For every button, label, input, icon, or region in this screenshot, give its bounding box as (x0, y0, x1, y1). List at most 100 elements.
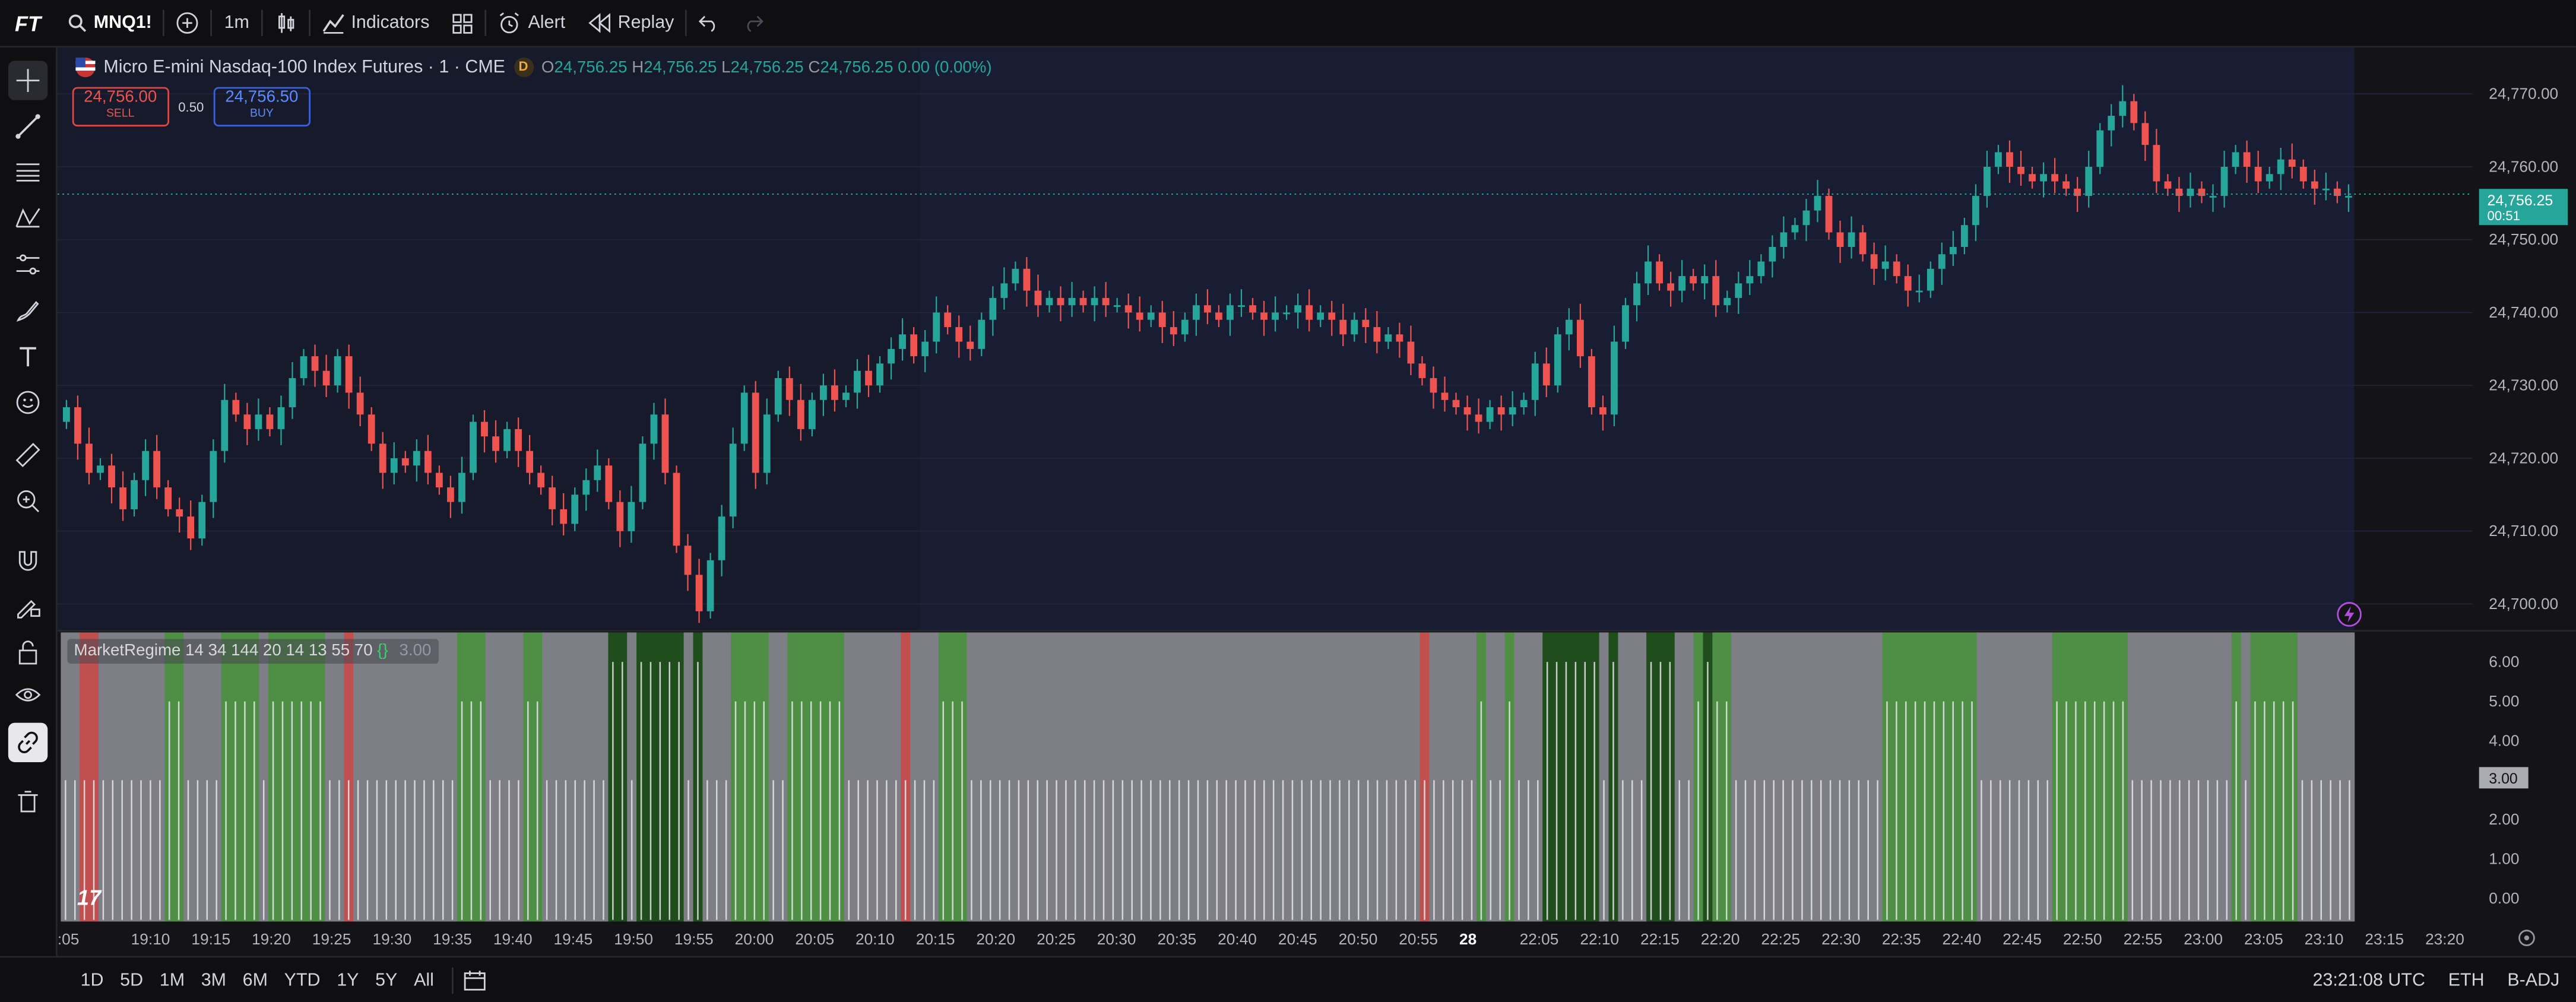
replay-button[interactable]: Replay (576, 0, 685, 46)
data-delay-badge[interactable]: D (513, 57, 534, 78)
candle-body (2288, 159, 2296, 167)
regime-segment (844, 632, 902, 922)
zoom-tool[interactable] (8, 481, 47, 521)
regime-segment (1599, 632, 1609, 922)
last-price-badge-bg (2479, 189, 2568, 226)
time-tick-label: 19:35 (433, 930, 472, 948)
trash-tool[interactable] (8, 782, 47, 821)
candle-body (729, 443, 737, 517)
range-5y[interactable]: 5Y (375, 971, 398, 991)
candle-body (560, 509, 568, 524)
range-1m[interactable]: 1M (159, 971, 185, 991)
pattern-tool[interactable] (8, 199, 47, 238)
interval-button[interactable]: 1m (224, 13, 249, 33)
candle-body (673, 473, 680, 546)
regime-segment (1420, 632, 1430, 922)
drawing-toolbar (0, 47, 58, 956)
text-tool[interactable] (8, 337, 47, 376)
undo-button[interactable] (687, 0, 732, 46)
candle-body (1249, 305, 1256, 313)
candle-body (1588, 356, 1595, 408)
lock-draw-tool[interactable] (8, 586, 47, 626)
chart-canvas[interactable]: 24,770.00 24,760.00 24,750.00 24,740.00 24,7… (57, 47, 2576, 956)
candle-body (1769, 247, 1776, 262)
utc-clock[interactable]: 23:21:08 UTC (2312, 971, 2425, 991)
candle-body (1791, 225, 1799, 233)
candle-body (876, 363, 883, 386)
symbol-search[interactable]: MNQ1! (56, 0, 163, 46)
indicators-button[interactable]: Indicators (310, 0, 441, 46)
trendline-tool[interactable] (8, 107, 47, 146)
candle-body (322, 370, 330, 386)
candle-body (1452, 399, 1460, 408)
sell-button[interactable]: 24,756.00 SELL (72, 87, 169, 127)
tradingview-logo[interactable]: 17 (77, 885, 102, 911)
brush-tool[interactable] (8, 291, 47, 330)
templates-button[interactable] (441, 0, 486, 46)
candle-body (1384, 334, 1392, 342)
trade-panel: 24,756.00 SELL 0.50 24,756.50 BUY (72, 87, 310, 127)
regime-segment (2052, 632, 2128, 922)
buy-button[interactable]: 24,756.50 BUY (213, 87, 310, 127)
indicator-tick-label: 6.00 (2489, 652, 2519, 670)
app-logo[interactable]: FT (15, 10, 42, 36)
chart-type-button[interactable] (262, 0, 308, 46)
candle-body (1158, 312, 1166, 328)
chart-area[interactable]: 24,770.00 24,760.00 24,750.00 24,740.00 24,7… (57, 47, 2576, 956)
calendar-icon[interactable] (464, 969, 487, 993)
bottom-toolbar: 1D 5D 1M 3M 6M YTD 1Y 5Y All 23:21:08 UT… (0, 956, 2576, 1002)
price-axis[interactable]: 24,770.00 24,760.00 24,750.00 24,740.00 24,7… (2489, 85, 2558, 613)
ruler-tool[interactable] (8, 435, 47, 474)
crosshair-tool[interactable] (8, 61, 48, 100)
candle-body (537, 473, 545, 488)
visibility-tool[interactable] (8, 675, 47, 714)
regime-segment (683, 632, 694, 922)
regime-segment (344, 632, 354, 922)
range-6m[interactable]: 6M (242, 971, 268, 991)
redo-button[interactable] (731, 0, 776, 46)
fib-tool[interactable] (8, 153, 47, 192)
session-toggle[interactable]: ETH (2448, 971, 2485, 991)
link-tool[interactable] (8, 722, 48, 762)
magnet-tool[interactable] (8, 540, 47, 579)
range-3m[interactable]: 3M (201, 971, 227, 991)
range-1d[interactable]: 1D (80, 971, 104, 991)
regime-segment (1542, 632, 1600, 922)
forecast-tool[interactable] (8, 245, 47, 284)
time-axis-settings[interactable] (2518, 930, 2535, 946)
range-ytd[interactable]: YTD (284, 971, 321, 991)
candle-body (97, 465, 104, 473)
candle-body (1339, 319, 1347, 335)
candle-body (2040, 174, 2047, 182)
candle-body (1497, 407, 1505, 415)
candle-body (74, 407, 81, 444)
legend-title[interactable]: Micro E-mini Nasdaq-100 Index Futures · … (103, 57, 506, 78)
indicator-tick-label: 4.00 (2489, 731, 2519, 749)
regime-segment (731, 632, 769, 922)
candle-body (865, 370, 872, 386)
indicator-legend[interactable]: MarketRegime 14 34 144 20 14 13 55 70 {}… (67, 639, 438, 664)
candle-body (1034, 290, 1042, 306)
alert-button[interactable]: Alert (487, 0, 576, 46)
candle-body (2051, 174, 2059, 182)
indicators-label: Indicators (351, 13, 430, 33)
range-5d[interactable]: 5D (120, 971, 144, 991)
ohlc-values: O24,756.25 H24,756.25 L24,756.25 C24,756… (541, 58, 992, 76)
range-all[interactable]: All (414, 971, 434, 991)
source-code-icon[interactable]: {} (377, 642, 388, 661)
range-1y[interactable]: 1Y (337, 971, 359, 991)
regime-segment (2241, 632, 2251, 922)
candle-body (955, 327, 963, 342)
emoji-icon (16, 391, 40, 414)
candle-body (108, 465, 115, 488)
candle-body (1870, 254, 1878, 269)
adjustment-toggle[interactable]: B-ADJ (2507, 971, 2560, 991)
candle-body (2175, 188, 2183, 196)
price-grid (57, 93, 2473, 605)
time-axis[interactable]: :05 19:10 19:15 19:20 19:25 19:30 19:35 19:40 19… (58, 930, 2464, 948)
lightning-button[interactable] (2337, 602, 2362, 627)
emoji-tool[interactable] (8, 383, 47, 422)
compare-button[interactable] (165, 0, 211, 46)
lock-tool[interactable] (8, 632, 47, 671)
